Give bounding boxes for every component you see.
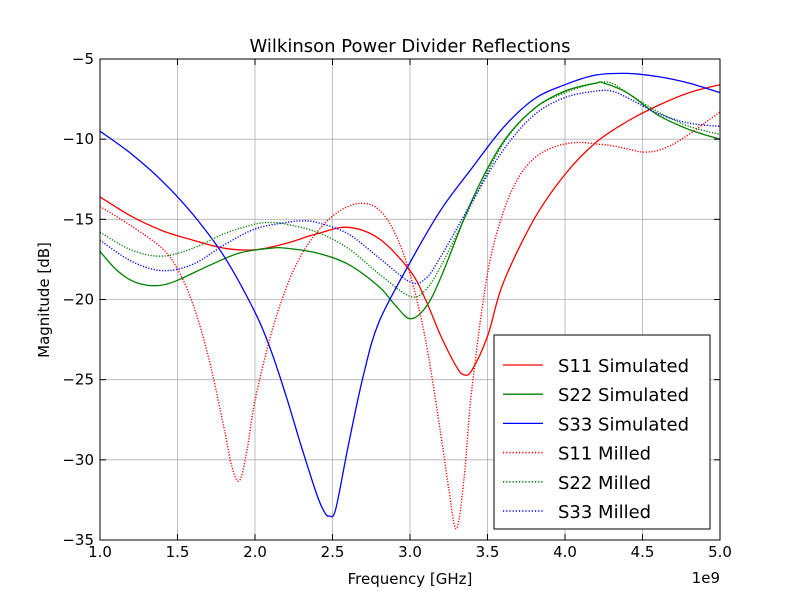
y-tick-label: −15: [62, 210, 94, 228]
chart-title: Wilkinson Power Divider Reflections: [250, 36, 571, 57]
legend: S11 Simulated S22 Simulated S33 Simulated S…: [493, 334, 711, 530]
x-tick-label: 1.5: [166, 543, 190, 561]
legend-label: S11 Milled: [558, 444, 651, 465]
series-line-3: [99, 72, 721, 518]
x-tick-label: 1.0: [88, 543, 112, 561]
legend-box: [493, 334, 711, 530]
plot-series: [99, 72, 721, 530]
series-line-2: [99, 81, 721, 320]
legend-label: S33 Milled: [558, 502, 651, 523]
legend-label: S11 Simulated: [558, 356, 689, 377]
y-tick-label: −35: [62, 531, 94, 549]
y-axis-label: Magnitude [dB]: [35, 242, 53, 358]
y-tick-label: −20: [62, 291, 94, 309]
y-tick-label: −5: [72, 50, 94, 68]
y-axis: −35 −30 −25 −20 −15 −10 −5: [62, 50, 720, 549]
x-tick-label: 3.0: [398, 543, 422, 561]
x-axis-label: Frequency [GHz]: [348, 570, 473, 588]
x-tick-label: 4.0: [553, 543, 577, 561]
y-tick-label: −25: [62, 371, 94, 389]
series-line-4: [99, 111, 721, 530]
y-tick-label: −10: [62, 130, 94, 148]
legend-label: S22 Simulated: [558, 385, 689, 406]
legend-label: S22 Milled: [558, 473, 651, 494]
x-tick-label: 4.5: [631, 543, 655, 561]
x-tick-label: 3.5: [476, 543, 500, 561]
series-line-5: [99, 81, 721, 298]
x-tick-label: 2.5: [321, 543, 345, 561]
series-line-6: [99, 89, 721, 285]
x-axis: 1.0 1.5 2.0 2.5 3.0 3.5 4.0 4.5 5.0: [88, 59, 732, 561]
y-tick-label: −30: [62, 451, 94, 469]
x-tick-label: 5.0: [708, 543, 732, 561]
series-line-1: [99, 84, 721, 376]
x-axis-multiplier: 1e9: [692, 569, 720, 587]
legend-label: S33 Simulated: [558, 414, 689, 435]
x-tick-label: 2.0: [243, 543, 267, 561]
